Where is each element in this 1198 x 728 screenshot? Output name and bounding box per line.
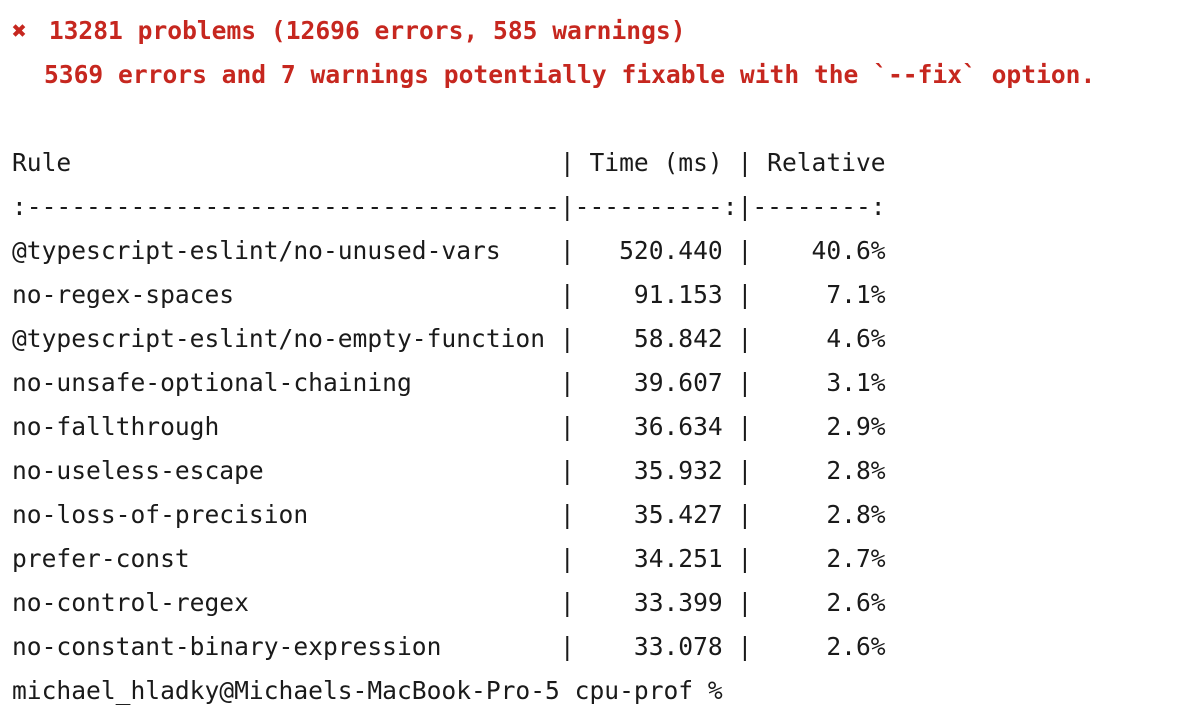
fixable-summary-text: 5369 errors and 7 warnings potentially f…: [44, 60, 1096, 89]
table-row: no-loss-of-precision | 35.427 | 2.8%: [12, 500, 886, 529]
table-separator: :------------------------------------|--…: [12, 192, 886, 221]
cross-mark-icon: ✖: [12, 16, 27, 45]
table-row: @typescript-eslint/no-empty-function | 5…: [12, 324, 886, 353]
table-row: no-unsafe-optional-chaining | 39.607 | 3…: [12, 368, 886, 397]
table-row: @typescript-eslint/no-unused-vars | 520.…: [12, 236, 886, 265]
table-row: no-regex-spaces | 91.153 | 7.1%: [12, 280, 886, 309]
problems-summary-line: ✖ 13281 problems (12696 errors, 585 warn…: [12, 9, 686, 53]
problems-summary-text: 13281 problems (12696 errors, 585 warnin…: [48, 16, 686, 45]
table-row: no-fallthrough | 36.634 | 2.9%: [12, 412, 886, 441]
table-row: no-constant-binary-expression | 33.078 |…: [12, 632, 886, 661]
table-row: no-control-regex | 33.399 | 2.6%: [12, 588, 886, 617]
shell-prompt[interactable]: michael_hladky@Michaels-MacBook-Pro-5 cp…: [12, 676, 723, 705]
table-header: Rule | Time (ms) | Relative: [12, 148, 886, 177]
table-row: prefer-const | 34.251 | 2.7%: [12, 544, 886, 573]
table-row: no-useless-escape | 35.932 | 2.8%: [12, 456, 886, 485]
